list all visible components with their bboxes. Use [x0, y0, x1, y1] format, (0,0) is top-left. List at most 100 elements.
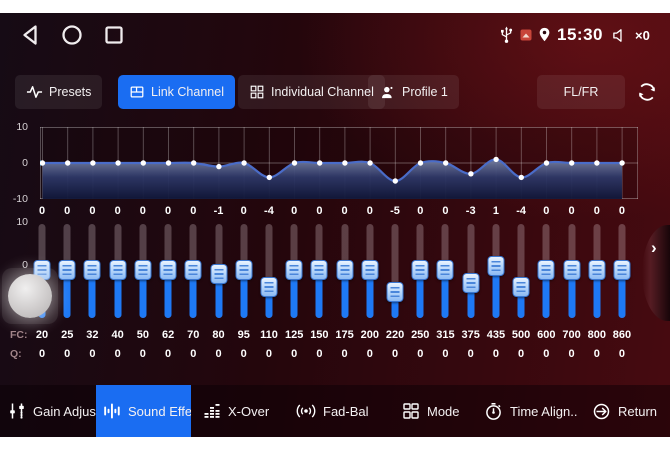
back-button[interactable] [18, 23, 42, 47]
eq-band-slider[interactable] [105, 222, 131, 322]
eq-band-slider[interactable] [533, 222, 559, 322]
slider-grip [62, 265, 72, 275]
slider-thumb[interactable] [58, 260, 76, 280]
eq-curve-point[interactable] [392, 178, 398, 184]
reset-button[interactable] [631, 75, 663, 109]
volume-knob[interactable] [8, 274, 52, 318]
nav-x-over-label: X-Over [228, 403, 270, 419]
eq-q-value: 0 [190, 348, 197, 360]
eq-band-slider[interactable] [559, 222, 585, 322]
eq-curve-point[interactable] [594, 160, 600, 166]
eq-band-slider[interactable] [332, 222, 358, 322]
eq-curve-point[interactable] [443, 160, 449, 166]
eq-curve-point[interactable] [543, 160, 550, 166]
eq-response-graph[interactable] [40, 127, 638, 199]
eq-curve-point[interactable] [493, 156, 499, 163]
eq-band-slider[interactable] [281, 222, 307, 322]
slider-thumb[interactable] [134, 260, 152, 280]
eq-band-slider[interactable] [54, 222, 80, 322]
slider-thumb[interactable] [210, 264, 228, 285]
eq-band-slider[interactable] [432, 222, 458, 322]
eq-band-slider[interactable] [458, 222, 484, 322]
nav-mode[interactable]: Mode [402, 385, 460, 437]
eq-curve-point[interactable] [165, 160, 172, 166]
eq-curve-point[interactable] [342, 160, 348, 166]
eq-band-slider[interactable] [130, 222, 156, 322]
eq-curve-point[interactable] [417, 160, 424, 166]
eq-band-slider[interactable] [256, 222, 282, 322]
eq-curve-point[interactable] [216, 163, 222, 170]
eq-curve-point[interactable] [115, 160, 121, 166]
eq-curve-point[interactable] [367, 160, 373, 166]
eq-band-slider[interactable] [231, 222, 257, 322]
eq-band-slider[interactable] [483, 222, 509, 322]
slider-thumb[interactable] [235, 260, 253, 280]
slider-thumb[interactable] [512, 277, 530, 298]
tab-link-channel[interactable]: Link Channel [118, 75, 235, 109]
eq-band-slider[interactable] [79, 222, 105, 322]
eq-band-slider[interactable] [508, 222, 534, 322]
slider-thumb[interactable] [563, 260, 581, 280]
refresh-icon [638, 83, 656, 101]
eq-curve-point[interactable] [291, 160, 298, 166]
slider-thumb[interactable] [260, 277, 278, 298]
tab-presets[interactable]: Presets [15, 75, 103, 109]
slider-thumb[interactable] [588, 260, 606, 280]
eq-curve-point[interactable] [266, 174, 272, 181]
slider-thumb[interactable] [487, 255, 505, 276]
slider-thumb[interactable] [436, 260, 454, 280]
slider-thumb[interactable] [109, 260, 127, 280]
slider-fill [189, 270, 197, 318]
nav-sound-effect[interactable]: Sound Effect [96, 385, 191, 437]
slider-thumb[interactable] [411, 260, 429, 280]
eq-band-slider[interactable] [382, 222, 408, 322]
eq-band-slider[interactable] [206, 222, 232, 322]
slider-thumb[interactable] [336, 260, 354, 280]
slider-track [391, 224, 399, 318]
eq-band-slider[interactable] [180, 222, 206, 322]
eq-curve-point[interactable] [569, 160, 575, 166]
eq-band-slider[interactable] [584, 222, 610, 322]
q-row-label: Q: [10, 348, 22, 360]
eq-curve-point[interactable] [90, 160, 96, 166]
eq-frequency-value: 700 [562, 329, 581, 341]
nav-x-over[interactable]: X-Over [203, 385, 269, 437]
recents-button[interactable] [102, 23, 126, 47]
slider-thumb[interactable] [310, 260, 328, 280]
slider-thumb[interactable] [462, 272, 480, 293]
slider-thumb[interactable] [613, 260, 631, 280]
eq-curve-point[interactable] [40, 160, 46, 166]
eq-curve-point[interactable] [518, 174, 524, 181]
slider-thumb[interactable] [159, 260, 177, 280]
nav-fad-bal[interactable]: Fad-Bal [296, 385, 369, 437]
eq-band-slider[interactable] [609, 222, 635, 322]
eq-curve-point[interactable] [140, 160, 146, 166]
channel-pair-button[interactable]: FL/FR [537, 75, 625, 109]
eq-band-slider[interactable] [306, 222, 332, 322]
home-button[interactable] [60, 23, 84, 47]
eq-curve-point[interactable] [317, 160, 323, 166]
tab-profile[interactable]: Profile 1 [368, 75, 459, 109]
slider-thumb[interactable] [537, 260, 555, 280]
slider-grip [617, 265, 627, 275]
eq-curve-point[interactable] [65, 160, 71, 166]
slider-thumb[interactable] [83, 260, 101, 280]
eq-band-slider[interactable] [407, 222, 433, 322]
eq-band-slider[interactable] [155, 222, 181, 322]
eq-curve-point[interactable] [241, 160, 247, 166]
tab-individual-channel[interactable]: Individual Channel [238, 75, 385, 109]
clock: 15:30 [557, 25, 603, 44]
eq-band-slider[interactable] [357, 222, 383, 322]
nav-time-align[interactable]: Time Align.. [484, 385, 577, 437]
slider-thumb[interactable] [361, 260, 379, 280]
slider-thumb[interactable] [285, 260, 303, 280]
eq-curve-point[interactable] [191, 160, 197, 166]
back-triangle-icon [23, 25, 37, 45]
slider-thumb[interactable] [386, 281, 404, 302]
eq-curve-point[interactable] [619, 160, 625, 166]
nav-gain-adjust[interactable]: Gain Adjus.. [8, 385, 103, 437]
expand-panel-handle[interactable]: › [642, 225, 670, 321]
eq-curve-point[interactable] [468, 171, 474, 177]
nav-return[interactable]: Return [592, 385, 657, 437]
slider-thumb[interactable] [184, 260, 202, 280]
